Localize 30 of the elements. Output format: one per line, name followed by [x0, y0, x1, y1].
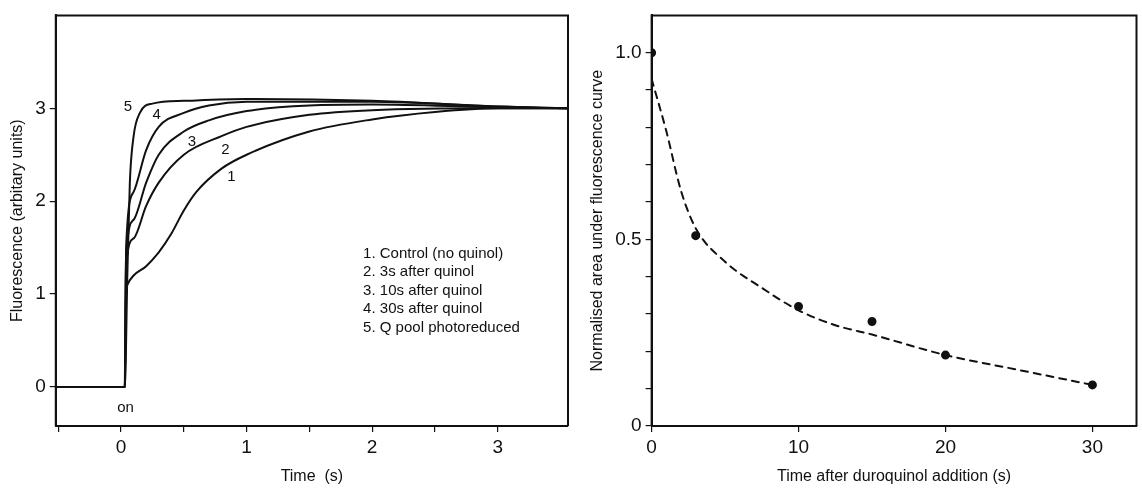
y-tick-label: 3: [35, 96, 46, 118]
x-tick-label: 30: [1081, 435, 1103, 457]
series-label: 1: [227, 166, 236, 184]
annotation: 1. Control (no quinol): [363, 243, 504, 261]
series-label: 4: [152, 105, 161, 123]
y-tick-label: 1: [35, 282, 46, 304]
annotation: 3. 10s after quinol: [363, 280, 483, 298]
annotation: on: [117, 397, 134, 415]
y-tick-label: 0.5: [615, 227, 642, 249]
x-tick-label: 3: [492, 435, 503, 457]
x-axis-title: Time (s): [280, 466, 344, 484]
x-tick-label: 0: [646, 435, 657, 457]
y-tick-label: 0: [35, 375, 46, 397]
x-tick-label: 20: [934, 435, 957, 457]
x-tick-label: 0: [115, 435, 127, 457]
x-axis-title: Time after duroquinol addition (s): [776, 466, 1012, 484]
series-label: 5: [123, 97, 133, 115]
y-tick-label: 2: [35, 189, 46, 211]
annotation: 2. 3s after quinol: [363, 262, 475, 280]
annotation: 4. 30s after quinol: [363, 299, 483, 317]
y-axis-title: Normalised area under fluorescence curve: [588, 69, 606, 372]
series-label: 2: [221, 140, 230, 158]
x-tick-label: 2: [366, 435, 378, 457]
x-tick-label: 1: [241, 435, 252, 457]
x-tick-label: 10: [787, 435, 810, 457]
annotation: 5. Q pool photoreduced: [363, 317, 520, 335]
y-tick-label: 1.0: [615, 40, 642, 62]
y-tick-label: 0: [631, 414, 642, 436]
y-axis-title: Fluorescence (arbitary units): [8, 119, 26, 323]
series-label: 3: [187, 131, 196, 149]
